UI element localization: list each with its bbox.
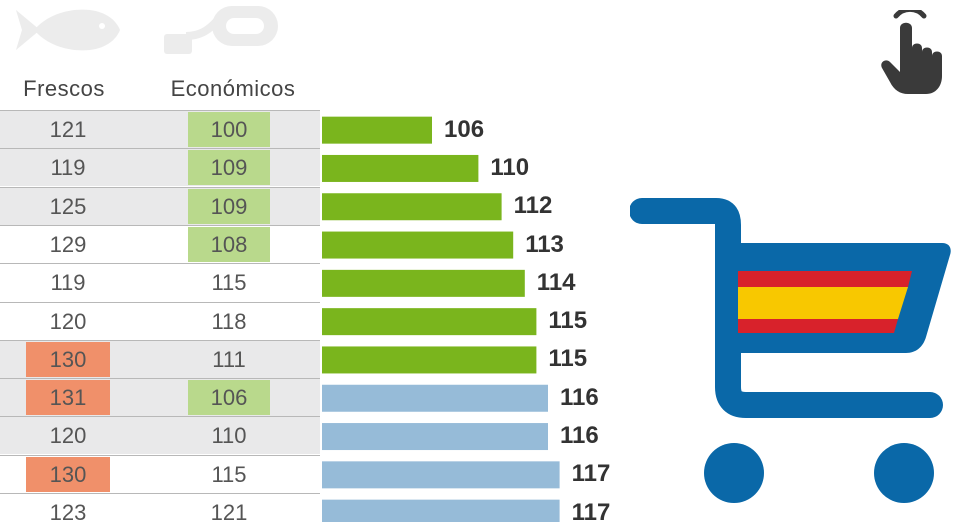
hand-pointer-icon[interactable] — [878, 10, 954, 96]
economicos-cell: 108 — [188, 226, 270, 262]
fish-icon — [16, 9, 120, 51]
bar-value-label: 117 — [571, 498, 611, 526]
flag-yellow — [738, 287, 908, 319]
bar — [322, 384, 548, 412]
table-row: 120 118 — [0, 301, 320, 340]
bar-value-label: 117 — [571, 460, 611, 488]
economicos-cell: 121 — [210, 500, 248, 525]
bar — [322, 346, 537, 374]
frescos-cell: 120 — [49, 423, 87, 449]
economicos-cell: 100 — [188, 112, 270, 147]
bar — [322, 116, 432, 144]
bar-value-label: 114 — [536, 268, 576, 296]
bar — [322, 308, 537, 336]
shopping-cart-icon — [630, 198, 951, 503]
frescos-cell: 119 — [50, 270, 86, 296]
economicos-cell: 118 — [211, 308, 247, 334]
frescos-cell: 125 — [49, 193, 87, 219]
economicos-cell: 115 — [211, 270, 247, 296]
economicos-cell: 106 — [188, 380, 270, 416]
bar — [322, 269, 525, 297]
cart-wheel-left — [704, 443, 764, 503]
bar-value-label: 113 — [525, 230, 564, 258]
frescos-cell: 120 — [49, 308, 87, 334]
table-row: 119 109 — [0, 148, 320, 187]
table-row: 129 108 — [0, 224, 320, 263]
table-row: 120 110 — [0, 416, 320, 455]
economicos-cell: 109 — [188, 150, 270, 186]
bar-value-label: 112 — [513, 192, 553, 220]
bar — [322, 193, 502, 221]
table-row: 130 115 — [0, 454, 320, 493]
bar — [322, 499, 560, 522]
cart-wheel-right — [874, 443, 934, 503]
frescos-cell: 121 — [49, 117, 87, 142]
price-tag-icon — [164, 6, 278, 54]
table-row: 125 109 — [0, 186, 320, 225]
bar-value-label: 110 — [490, 153, 530, 181]
flag-red-bottom — [738, 319, 898, 333]
economicos-cell: 110 — [211, 423, 247, 449]
frescos-cell: 123 — [49, 500, 87, 525]
frescos-cell: 130 — [26, 456, 110, 492]
bar-chart — [322, 116, 560, 522]
frescos-cell: 129 — [49, 231, 87, 257]
frescos-cell: 119 — [50, 155, 86, 181]
bar — [322, 154, 479, 182]
frescos-cell: 131 — [26, 380, 110, 416]
table-row: 123 121 — [0, 493, 320, 531]
bar — [322, 423, 548, 451]
table-row: 119 115 — [0, 263, 320, 301]
economicos-cell: 111 — [212, 346, 246, 372]
bar — [322, 461, 560, 489]
bar-value-label: 106 — [444, 115, 485, 143]
bar-value-label: 115 — [548, 345, 588, 373]
table-row: 131 106 — [0, 378, 320, 417]
bar — [322, 231, 514, 259]
bar-value-label: 115 — [548, 307, 588, 335]
table-row: 130 111 — [0, 339, 320, 378]
economicos-cell: 109 — [188, 188, 270, 224]
bar-value-label: 116 — [560, 422, 599, 450]
table-row: 121 100 — [0, 110, 320, 148]
header-frescos: Frescos — [23, 76, 105, 101]
bar-value-label: 116 — [560, 383, 599, 411]
header-economicos: Económicos — [170, 76, 296, 101]
economicos-cell: 115 — [211, 461, 247, 487]
frescos-cell: 130 — [26, 341, 110, 377]
flag-red-top — [738, 271, 912, 287]
